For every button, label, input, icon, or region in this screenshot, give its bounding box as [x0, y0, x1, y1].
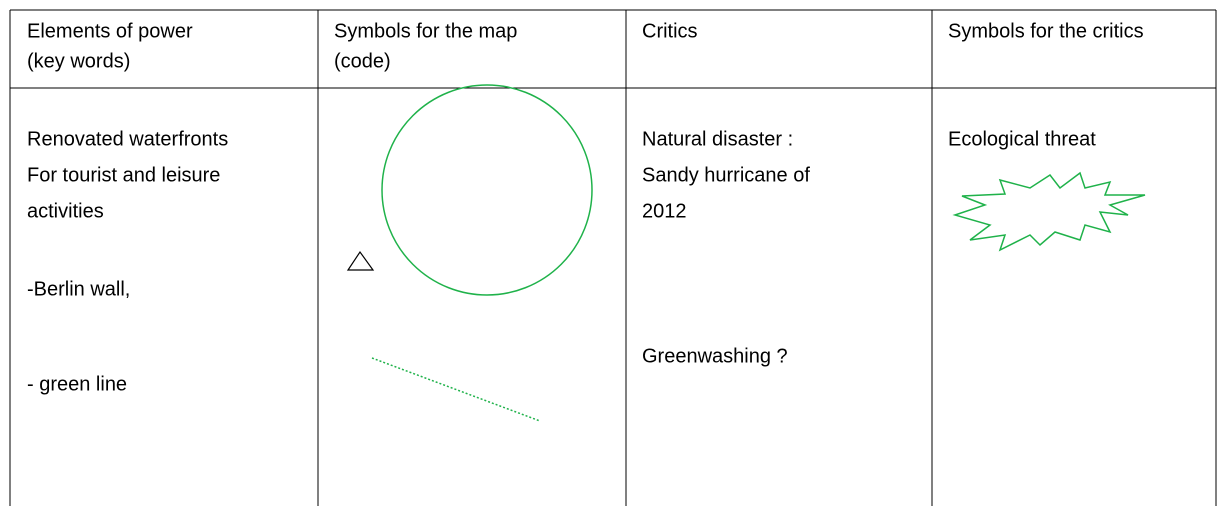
cell-text: -Berlin wall, — [27, 278, 130, 300]
cell-text: Greenwashing ? — [642, 345, 788, 367]
circle-symbol — [381, 84, 593, 296]
cell-text: For tourist and leisure — [27, 164, 220, 186]
cell-text: Sandy hurricane of — [642, 164, 810, 186]
cell-text: - green line — [27, 373, 127, 395]
dotted-line-symbol — [371, 357, 541, 422]
cell-text: (key words) — [27, 50, 130, 72]
cell-text: Renovated waterfronts — [27, 128, 228, 150]
triangle-symbol — [346, 250, 375, 271]
cell-text: Ecological threat — [948, 128, 1096, 150]
cell-text: 2012 — [642, 200, 687, 222]
cell-text: (code) — [334, 50, 391, 72]
starburst-symbol — [952, 171, 1146, 252]
cell-text: Natural disaster : — [642, 128, 793, 150]
cell-text: Symbols for the critics — [948, 20, 1144, 42]
cell-text: activities — [27, 200, 104, 222]
cell-text: Symbols for the map — [334, 20, 517, 42]
cell-text: Elements of power — [27, 20, 193, 42]
cell-text: Critics — [642, 20, 698, 42]
